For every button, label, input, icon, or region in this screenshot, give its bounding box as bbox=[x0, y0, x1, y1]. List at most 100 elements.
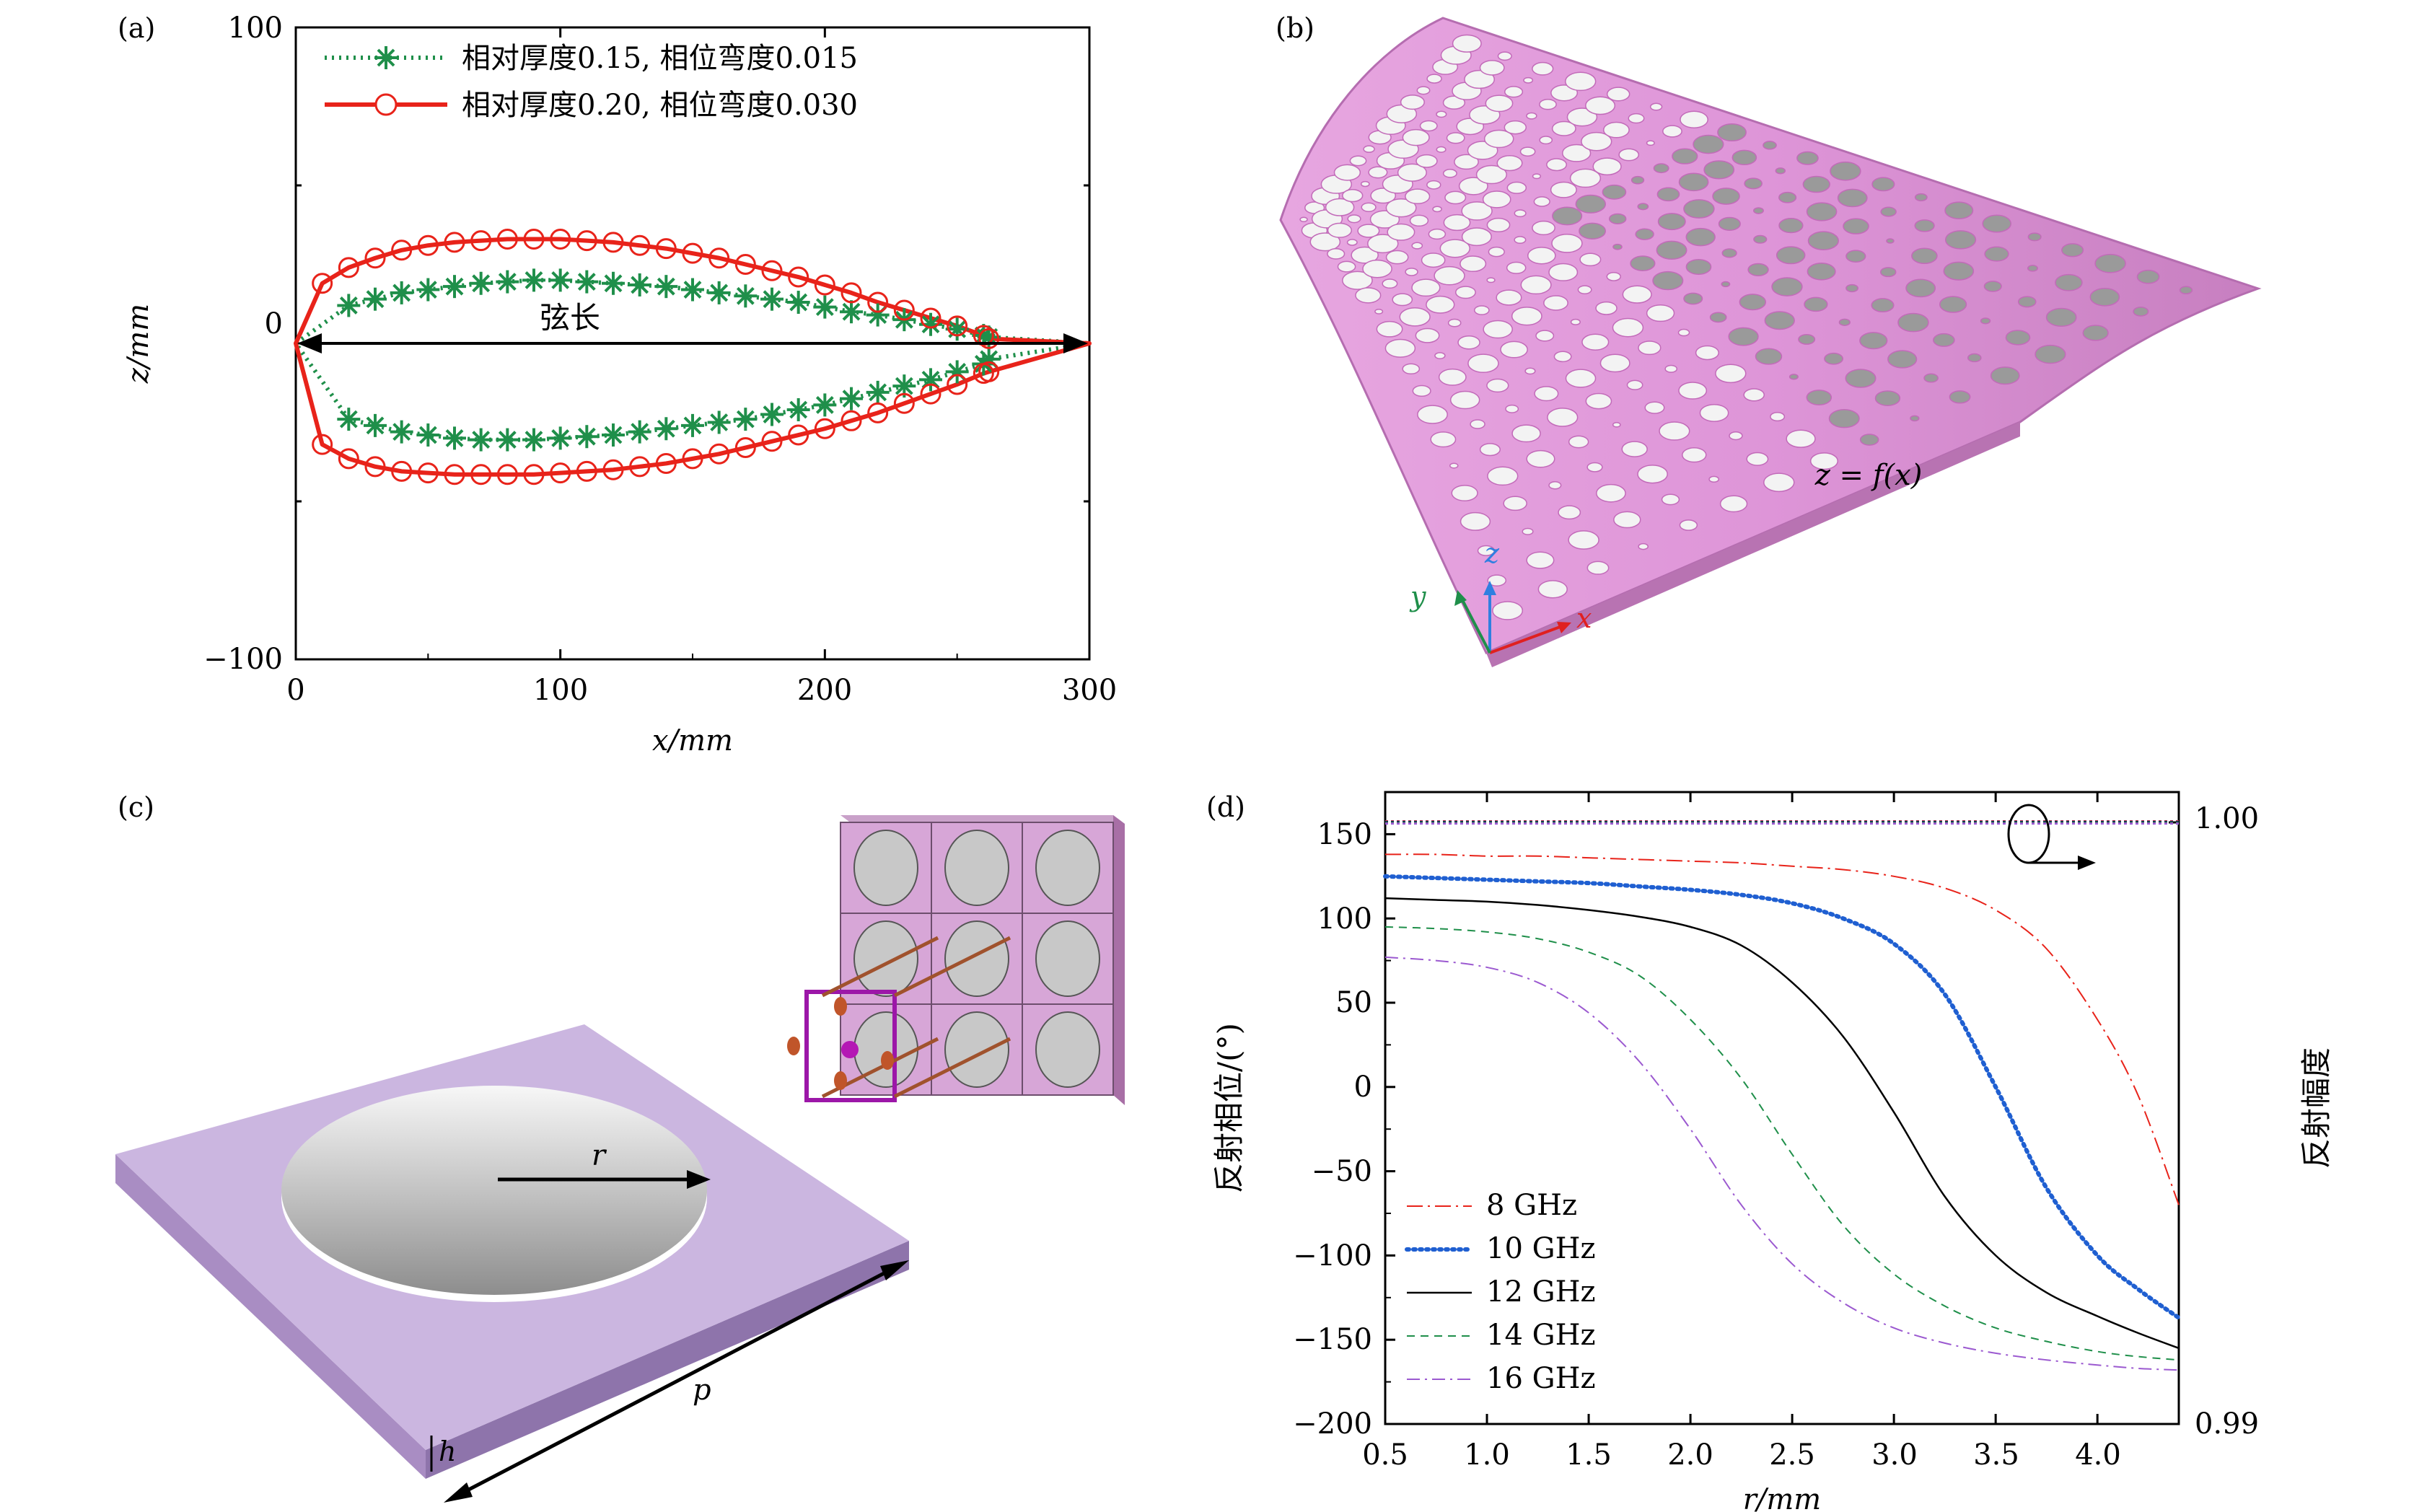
panel-d-ticks bbox=[1384, 791, 2179, 1425]
surface-hole bbox=[1552, 206, 1583, 226]
surface-hole bbox=[1483, 320, 1513, 339]
surface-hole bbox=[1325, 198, 1355, 216]
surface-hole bbox=[1485, 94, 1514, 113]
surface-hole bbox=[1606, 87, 1630, 102]
surface-hole bbox=[1786, 429, 1816, 448]
surface-hole bbox=[1473, 305, 1490, 315]
circle-marker bbox=[496, 228, 518, 250]
surface-hole bbox=[1475, 164, 1507, 185]
panel-c: (c) r p h bbox=[115, 791, 1125, 1503]
circle-marker bbox=[708, 443, 730, 465]
surface-hole bbox=[1566, 107, 1598, 127]
surface-hole bbox=[2035, 344, 2066, 364]
surface-hole bbox=[1746, 452, 1769, 466]
legend-label: 14 GHz bbox=[1486, 1319, 1596, 1352]
surface-hole bbox=[1355, 287, 1382, 304]
surface-hole bbox=[1327, 248, 1346, 260]
surface-hole bbox=[2136, 269, 2160, 284]
array-cell-patch bbox=[853, 830, 918, 906]
d-x-tick-label: 2.0 bbox=[1667, 1438, 1713, 1472]
surface-hole bbox=[1729, 431, 1743, 441]
surface-hole bbox=[1438, 368, 1467, 386]
circle-marker bbox=[920, 383, 942, 405]
surface-hole bbox=[1612, 317, 1644, 338]
surface-hole bbox=[2005, 330, 2031, 346]
d-y-tick-label: −150 bbox=[1293, 1323, 1372, 1356]
surface-hole bbox=[1579, 222, 1606, 239]
surface-hole bbox=[1739, 294, 1767, 311]
surface-hole bbox=[1483, 129, 1514, 149]
star-marker bbox=[734, 408, 758, 431]
surface-hole bbox=[1399, 307, 1431, 327]
star-marker bbox=[337, 294, 361, 317]
surface-hole bbox=[1753, 234, 1768, 244]
d-x-tick-label: 1.0 bbox=[1464, 1438, 1510, 1472]
surface-hole bbox=[1824, 352, 1844, 365]
circle-marker bbox=[867, 291, 889, 313]
surface-hole bbox=[1439, 239, 1470, 258]
surface-hole bbox=[1397, 163, 1427, 182]
surface-hole bbox=[1522, 527, 1534, 535]
circle-marker bbox=[496, 464, 518, 485]
surface-hole bbox=[1417, 405, 1448, 424]
surface-hole bbox=[1444, 190, 1467, 205]
surface-hole bbox=[1990, 366, 2020, 385]
surface-hole bbox=[1677, 328, 1690, 337]
surface-hole bbox=[1685, 258, 1712, 275]
surface-hole bbox=[1504, 120, 1527, 135]
surface-hole bbox=[1752, 207, 1764, 214]
surface-hole bbox=[1602, 121, 1630, 139]
surface-hole bbox=[1506, 181, 1527, 194]
surface-hole bbox=[1662, 125, 1682, 138]
a-y-tick-label: 100 bbox=[228, 12, 283, 45]
surface-hole bbox=[1385, 198, 1417, 218]
circle-marker bbox=[814, 418, 835, 439]
surface-hole bbox=[1451, 485, 1478, 502]
surface-hole bbox=[1551, 233, 1583, 253]
surface-hole bbox=[1497, 51, 1512, 61]
surface-hole bbox=[1461, 227, 1492, 247]
star-marker bbox=[416, 423, 440, 447]
surface-hole bbox=[1644, 401, 1665, 414]
surface-hole bbox=[2027, 265, 2038, 272]
circle-marker bbox=[602, 459, 624, 480]
array-cell-patch bbox=[944, 1011, 1009, 1088]
surface-hole bbox=[1361, 202, 1377, 212]
circle-marker bbox=[655, 452, 677, 474]
surface-hole bbox=[1859, 434, 1879, 446]
surface-hole bbox=[1575, 194, 1607, 214]
surface-hole bbox=[1434, 265, 1465, 286]
d-y-tick-label: −200 bbox=[1293, 1407, 1372, 1441]
surface-hole bbox=[1532, 173, 1542, 180]
surface-hole bbox=[1744, 177, 1763, 190]
surface-hole bbox=[1534, 386, 1559, 402]
surface-hole bbox=[1503, 496, 1527, 511]
d-y2-tick-label: 1.00 bbox=[2195, 802, 2259, 835]
surface-hole bbox=[1568, 435, 1589, 449]
circle-marker bbox=[840, 282, 862, 304]
surface-hole bbox=[1657, 213, 1686, 231]
surface-hole bbox=[1460, 255, 1487, 273]
airfoil-line-2 bbox=[294, 237, 1092, 477]
curved-metasurface bbox=[1279, 17, 2262, 654]
surface-hole bbox=[1537, 580, 1568, 599]
surface-hole bbox=[1719, 495, 1748, 513]
circle-marker bbox=[550, 228, 571, 250]
surface-hole bbox=[1519, 146, 1536, 157]
surface-hole bbox=[1788, 374, 1799, 380]
surface-hole bbox=[1579, 252, 1602, 267]
surface-hole bbox=[1602, 184, 1627, 200]
panel-d-y-tick-labels: 150 100 50 0 −50 −100 −150 −200 bbox=[1293, 818, 1372, 1441]
surface-hole bbox=[1357, 224, 1380, 238]
surface-hole bbox=[1392, 293, 1413, 307]
surface-hole bbox=[1653, 163, 1669, 174]
star-marker bbox=[786, 291, 810, 315]
port-edge bbox=[893, 936, 1011, 998]
circle-marker bbox=[920, 307, 942, 329]
array-cell-patch bbox=[1035, 1011, 1100, 1088]
surface-hole bbox=[1732, 149, 1757, 166]
star-marker bbox=[548, 268, 572, 292]
panel-d-frame bbox=[1384, 791, 2180, 1425]
surface-hole bbox=[1524, 367, 1536, 375]
panel-d-y2-tick-labels: 1.00 0.99 bbox=[2195, 802, 2259, 1441]
